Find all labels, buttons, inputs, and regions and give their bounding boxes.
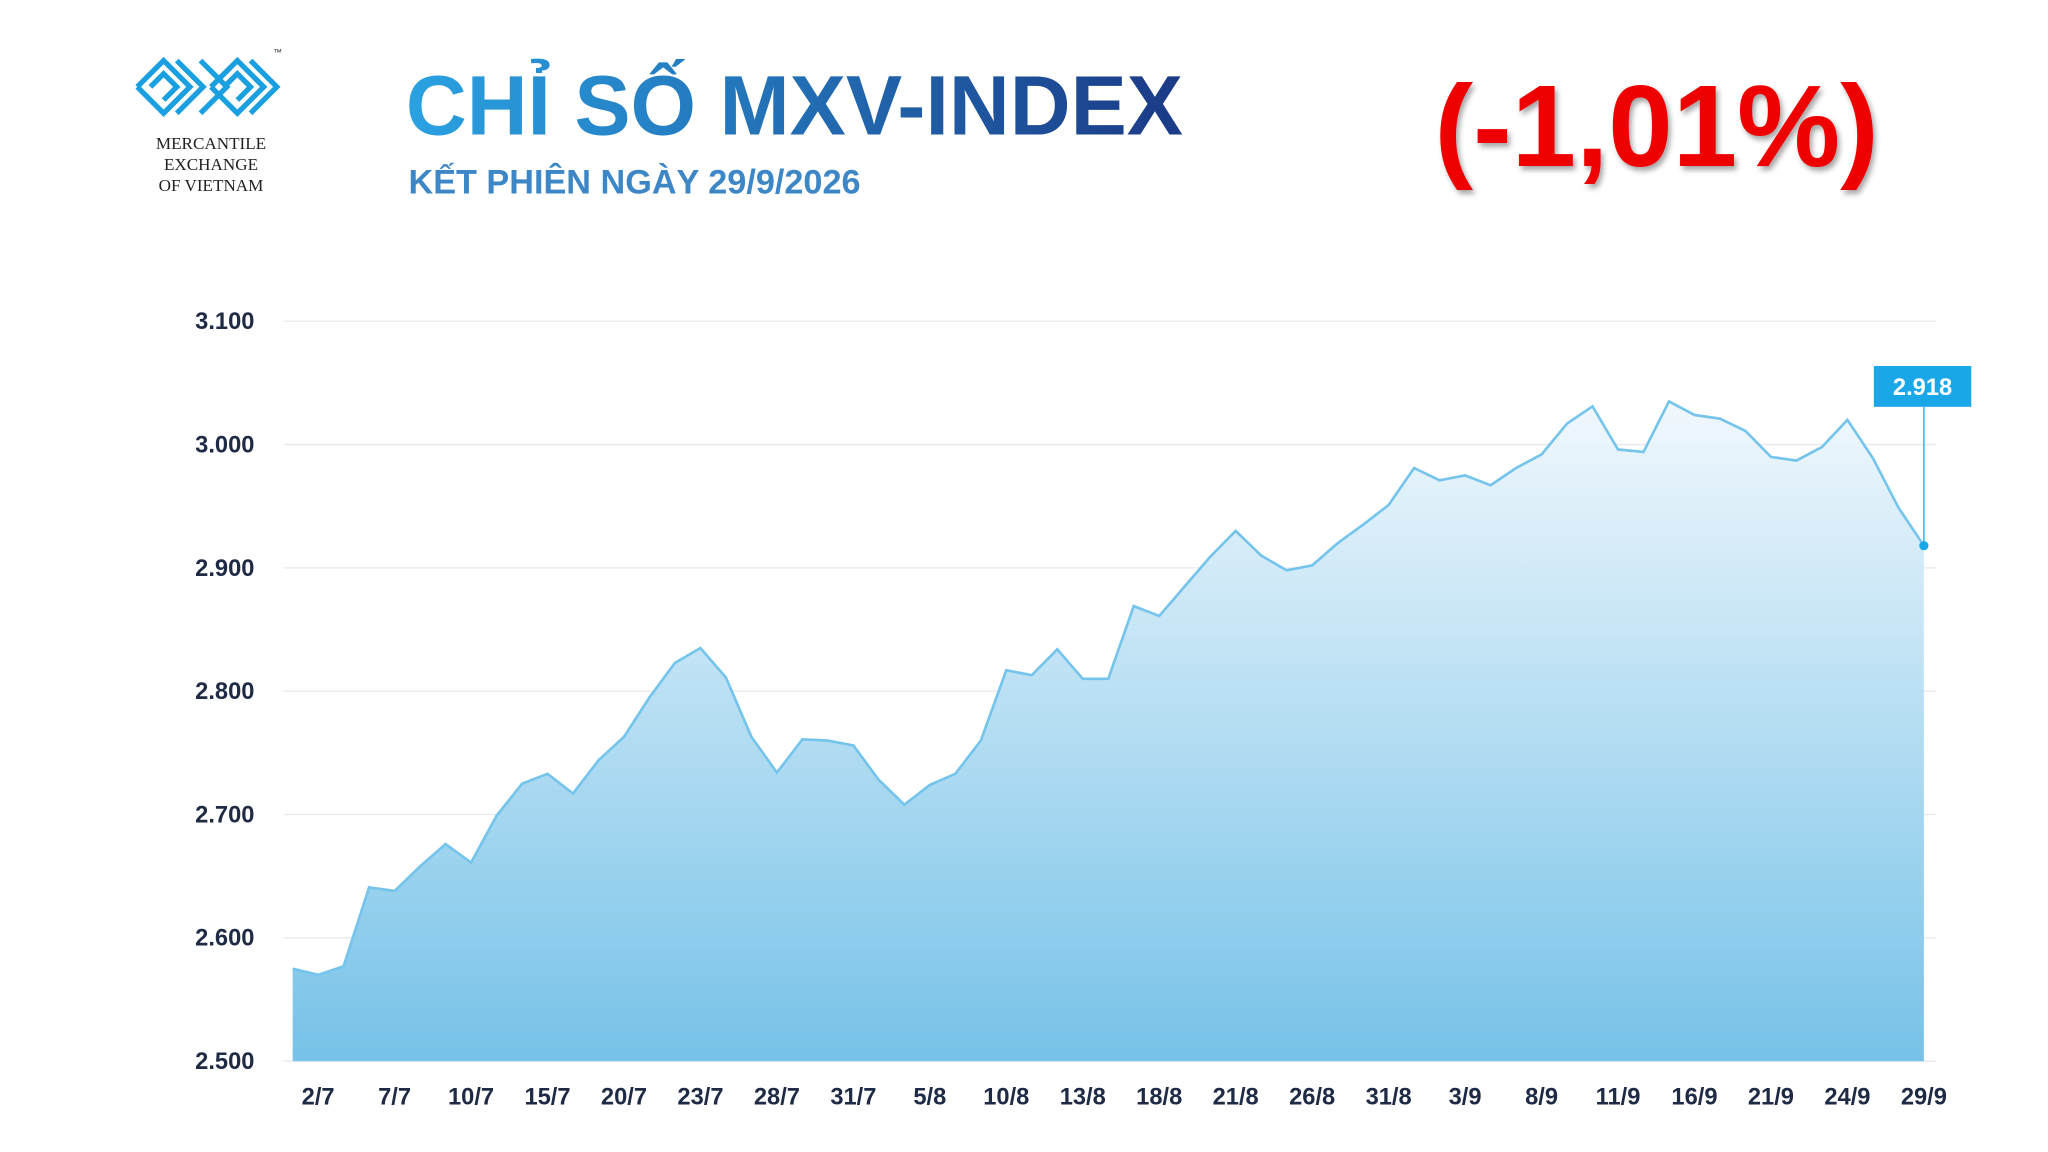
- logo-text: MERCANTILE: [156, 134, 266, 153]
- x-tick-label: 3/9: [1449, 1085, 1482, 1111]
- line: [292, 399, 1925, 977]
- x-tick-label: 21/8: [1213, 1085, 1259, 1111]
- change-annotation: (-1,01%): [1435, 61, 1879, 191]
- x-tick-label: 28/7: [754, 1085, 800, 1111]
- value-label: 2.918: [1893, 375, 1952, 401]
- x-tick-label: 26/8: [1289, 1085, 1335, 1111]
- x-tick-label: 16/9: [1671, 1085, 1717, 1111]
- y-tick-label: 3.000: [195, 432, 254, 458]
- last-point: [1919, 541, 1929, 551]
- value-label-box: [1873, 366, 1972, 407]
- y-tick-label: 2.800: [195, 679, 254, 705]
- y-tick-label: 2.900: [195, 556, 254, 582]
- chart-title: CHỈ SỐ MXV-INDEX: [406, 58, 1183, 152]
- x-tick-label: 29/9: [1901, 1085, 1947, 1111]
- logo-mark: [135, 56, 281, 117]
- x-tick-label: 10/8: [983, 1085, 1029, 1111]
- x-tick-label: 31/8: [1366, 1085, 1412, 1111]
- x-tick-label: 24/9: [1824, 1085, 1870, 1111]
- x-tick-label: 20/7: [601, 1085, 647, 1111]
- x-tick-label: 5/8: [913, 1085, 946, 1111]
- area: [292, 401, 1924, 1062]
- x-tick-label: 21/9: [1748, 1085, 1794, 1111]
- y-tick-label: 3.100: [195, 309, 254, 335]
- logo-text: OF VIETNAM: [159, 176, 264, 195]
- x-tick-label: 8/9: [1525, 1085, 1558, 1111]
- x-tick-label: 15/7: [524, 1085, 570, 1111]
- x-tick-label: 23/7: [677, 1085, 723, 1111]
- y-tick-label: 2.500: [195, 1049, 254, 1075]
- x-tick-label: 18/8: [1136, 1085, 1182, 1111]
- y-tick-label: 2.600: [195, 926, 254, 952]
- x-tick-label: 2/7: [302, 1085, 335, 1111]
- y-tick-label: 2.700: [195, 802, 254, 828]
- x-tick-label: 10/7: [448, 1085, 494, 1111]
- trademark: ™: [273, 47, 282, 57]
- x-tick-label: 31/7: [830, 1085, 876, 1111]
- chart-subtitle: KẾT PHIÊN NGÀY 29/9/2026: [409, 162, 861, 202]
- logo-text: EXCHANGE: [164, 155, 258, 174]
- x-tick-label: 7/7: [378, 1085, 411, 1111]
- x-tick-label: 11/9: [1596, 1085, 1641, 1111]
- x-tick-label: 13/8: [1060, 1085, 1106, 1111]
